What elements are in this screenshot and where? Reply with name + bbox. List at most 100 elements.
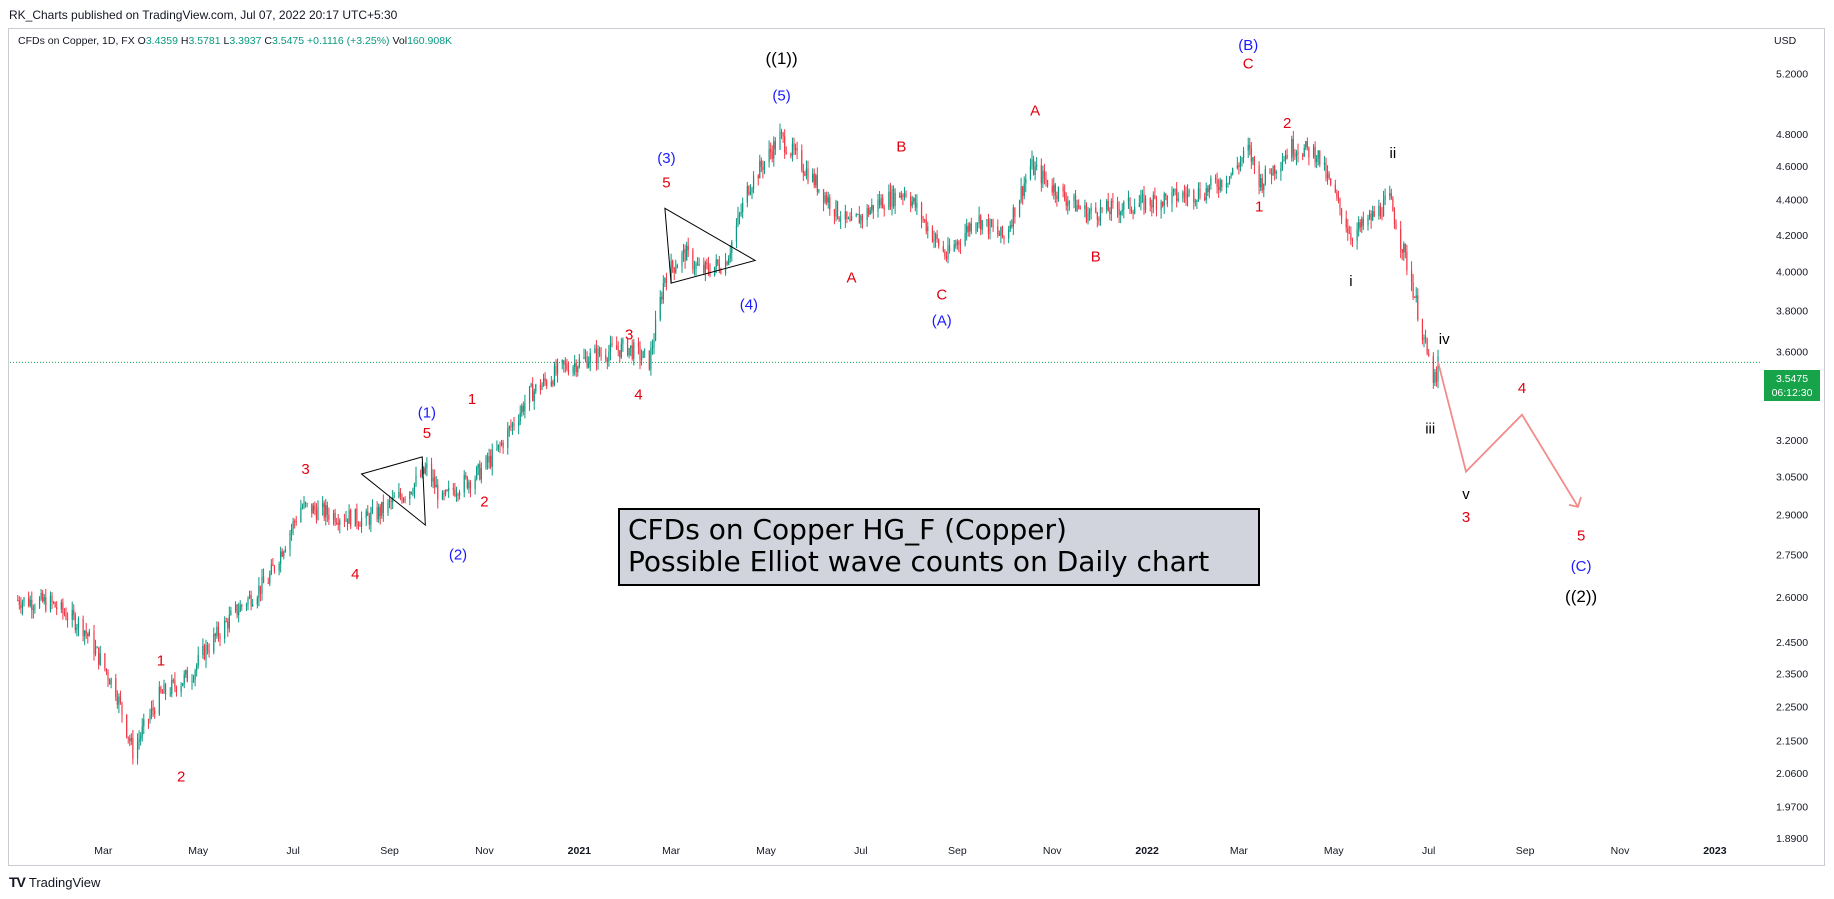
candle-body (502, 442, 504, 448)
candle-body (507, 428, 509, 448)
candle-body (245, 604, 248, 607)
candle-body (311, 503, 313, 514)
candle-body (752, 175, 755, 189)
candle-body (306, 503, 308, 505)
candle-body (315, 510, 318, 520)
candle-body (1253, 157, 1256, 166)
candle-body (325, 505, 327, 518)
candle-body (430, 463, 433, 482)
y-tick-label: 2.0600 (1776, 768, 1808, 780)
candle-body (1294, 155, 1296, 157)
legend-symbol: CFDs on Copper, 1D, FX (18, 35, 135, 47)
y-tick-label: 2.2500 (1776, 701, 1808, 713)
candle-body (250, 595, 252, 607)
candle-body (574, 363, 576, 367)
x-tick-label: May (188, 845, 209, 857)
candle-body (740, 212, 742, 214)
candle-body (283, 551, 285, 557)
headline-line-1: CFDs on Copper HG_F (Copper) (628, 513, 1067, 546)
candle-body (738, 213, 741, 216)
candle-body (779, 131, 781, 150)
y-axis[interactable]: 5.2000 4.8000 4.6000 4.4000 4.2000 4.0000 3.80… (1776, 69, 1808, 845)
candle-body (252, 604, 254, 607)
candle-body (903, 193, 906, 197)
candle-body (486, 456, 489, 463)
candle-body (1292, 139, 1294, 156)
y-tick-label: 2.4500 (1776, 637, 1808, 649)
candle-body (577, 366, 579, 373)
candle-body (900, 195, 902, 198)
candle-body (1264, 168, 1266, 184)
candle-body (773, 141, 775, 159)
candle-body (43, 597, 45, 602)
candle-body (175, 686, 178, 693)
candle-body (1308, 146, 1310, 158)
candle-body (458, 492, 461, 496)
candle-body (1424, 337, 1427, 339)
candle-body (535, 384, 537, 392)
candle-body (872, 205, 874, 212)
candle-body (1412, 282, 1414, 298)
candle-body (594, 348, 596, 353)
candle-body (280, 551, 282, 564)
candle-body (180, 685, 182, 693)
candle-body (1350, 233, 1352, 241)
candle-body (1426, 338, 1428, 354)
currency-label[interactable]: USD (1774, 35, 1797, 47)
candle-body (376, 507, 378, 520)
candle-body (1129, 197, 1131, 211)
candle-body (1435, 372, 1438, 382)
candle-body (1403, 243, 1405, 253)
candle-body (314, 505, 316, 511)
candle-body (1012, 207, 1014, 227)
candle-body (726, 261, 728, 265)
candle-body (855, 214, 857, 216)
candle-body (343, 520, 346, 522)
x-tick-label: Sep (380, 845, 399, 857)
wave-label: 5 (423, 425, 431, 442)
candle-body (1286, 155, 1288, 159)
candle-body (542, 378, 545, 385)
candle-body (953, 244, 955, 251)
candle-body (1123, 201, 1125, 210)
x-tick-label: Mar (1230, 845, 1249, 857)
tradingview-logo[interactable]: TV TradingView (9, 874, 100, 890)
x-tick-label: Mar (662, 845, 681, 857)
candle-body (409, 492, 411, 499)
candle-body (1014, 207, 1016, 217)
candle-body (448, 487, 450, 491)
candle-body (77, 618, 80, 628)
candle-body (1247, 144, 1249, 151)
candle-body (1188, 190, 1190, 193)
candle-body (586, 356, 588, 368)
candle-body (217, 626, 220, 637)
candle-body (262, 576, 265, 584)
candle-body (1400, 229, 1402, 250)
candle-body (1417, 295, 1419, 320)
candle-body (998, 233, 1000, 236)
candle-body (687, 245, 689, 251)
candle-body (479, 464, 481, 480)
tradingview-brand: TradingView (28, 874, 101, 890)
candle-body (141, 726, 143, 737)
wave-label: C (936, 287, 947, 304)
candle-body (698, 264, 700, 266)
candle-body (1274, 165, 1276, 174)
candle-body (1423, 337, 1425, 340)
candle-body (990, 219, 993, 227)
candle-body (682, 248, 685, 254)
candle-body (1116, 202, 1119, 210)
candle-body (822, 189, 825, 203)
candle-body (684, 248, 686, 261)
candle-body (805, 168, 808, 176)
candle-body (600, 355, 602, 356)
candle-body (706, 262, 708, 265)
candle-body (412, 493, 414, 494)
candle-body (791, 143, 794, 156)
candle-body (696, 263, 699, 265)
candle-body (136, 741, 139, 759)
candle-body (1393, 211, 1396, 225)
candle-body (1434, 372, 1436, 383)
x-axis[interactable]: Mar May Jul Sep Nov 2021 Mar May Jul Sep Nov 2022 Ma… (94, 845, 1726, 857)
